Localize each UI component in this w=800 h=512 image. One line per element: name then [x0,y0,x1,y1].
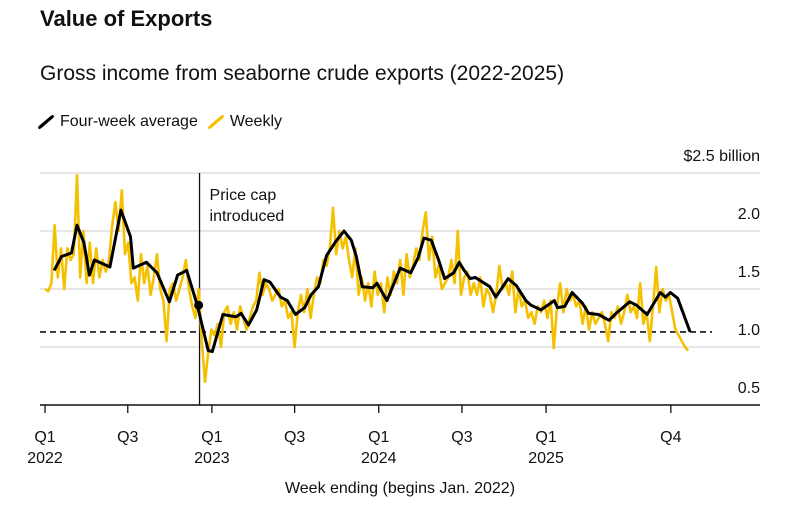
chart-subtitle: Gross income from seaborne crude exports… [40,62,565,85]
x-tick-label: Q1 [201,429,222,446]
price-cap-marker [194,300,204,310]
x-tick-label: Q3 [284,429,305,446]
y-tick-label: $2.5 billion [684,148,761,165]
y-tick-label: 0.5 [738,380,760,397]
x-tick-label: Q1 [368,429,389,446]
y-tick-label: 1.0 [738,322,760,339]
legend-label-weekly: Weekly [229,113,283,130]
x-tick-label: Q1 [535,429,556,446]
x-tick-label: Q4 [660,429,681,446]
y-tick-label: 1.5 [738,264,760,281]
y-tick-label: 2.0 [738,206,760,223]
x-tick-year: 2024 [361,450,397,467]
x-tick-year: 2022 [27,450,63,467]
legend: Four-week average Weekly [37,113,283,131]
x-tick-year: 2023 [194,450,230,467]
x-tick-label: Q1 [34,429,55,446]
legend-label-four-week: Four-week average [60,113,198,130]
x-tick-label: Q3 [117,429,138,446]
x-axis-label: Week ending (begins Jan. 2022) [284,480,516,497]
weekly-series-line [44,174,690,384]
four-week-average-line [52,208,692,354]
annotation-text: introduced [210,208,285,225]
chart-title: Value of Exports [40,6,213,31]
annotation-text: Price cap [210,187,277,204]
x-tick-label: Q3 [451,429,472,446]
x-tick-year: 2025 [528,450,564,467]
